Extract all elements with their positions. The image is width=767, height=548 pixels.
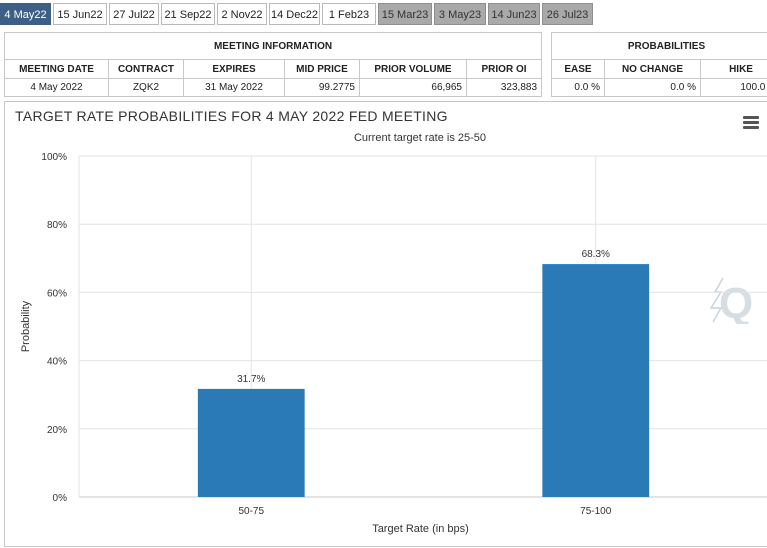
bar-50-75 [198, 389, 305, 497]
table-cell: 99.2775 [285, 79, 360, 97]
y-tick-label: 40% [47, 357, 67, 368]
tab-27-jul22[interactable]: 27 Jul22 [109, 3, 159, 25]
tab-3-may23[interactable]: 3 May23 [434, 3, 486, 25]
table-cell: 31 May 2022 [184, 79, 285, 97]
tab-21-sep22[interactable]: 21 Sep22 [161, 3, 215, 25]
x-tick-label: 75-100 [580, 506, 612, 517]
probabilities-title: PROBABILITIES [552, 33, 767, 60]
tab-14-jun23[interactable]: 14 Jun23 [488, 3, 540, 25]
y-tick-label: 60% [47, 288, 67, 299]
table-cell: 100.0 % [701, 79, 767, 97]
column-header: PRIOR OI [467, 60, 542, 79]
x-axis-title: Target Rate (in bps) [372, 523, 469, 535]
column-header: CONTRACT [109, 60, 184, 79]
column-header: MID PRICE [285, 60, 360, 79]
meeting-info-title: MEETING INFORMATION [5, 33, 542, 60]
table-cell: ZQK2 [109, 79, 184, 97]
y-tick-label: 100% [41, 152, 67, 163]
y-tick-label: 0% [53, 493, 68, 504]
tab-15-mar23[interactable]: 15 Mar23 [378, 3, 432, 25]
tab-15-jun22[interactable]: 15 Jun22 [53, 3, 107, 25]
column-header: EXPIRES [184, 60, 285, 79]
data-label: 31.7% [237, 374, 265, 385]
y-axis-title: Probability [20, 300, 32, 352]
tab-14-dec22[interactable]: 14 Dec22 [269, 3, 320, 25]
y-tick-label: 20% [47, 425, 67, 436]
column-header: NO CHANGE [605, 60, 701, 79]
column-header: PRIOR VOLUME [360, 60, 467, 79]
tab-2-nov22[interactable]: 2 Nov22 [217, 3, 267, 25]
x-tick-label: 50-75 [238, 506, 264, 517]
table-cell: 0.0 % [605, 79, 701, 97]
bar-75-100 [542, 264, 649, 497]
table-cell: 0.0 % [552, 79, 605, 97]
column-header: MEETING DATE [5, 60, 109, 79]
table-cell: 323,883 [467, 79, 542, 97]
chart-panel: TARGET RATE PROBABILITIES FOR 4 MAY 2022… [4, 101, 767, 547]
column-header: EASE [552, 60, 605, 79]
tab-1-feb23[interactable]: 1 Feb23 [322, 3, 376, 25]
tab-26-jul23[interactable]: 26 Jul23 [542, 3, 593, 25]
table-cell: 4 May 2022 [5, 79, 109, 97]
y-tick-label: 80% [47, 220, 67, 231]
tab-4-may22[interactable]: 4 May22 [0, 3, 51, 25]
column-header: HIKE [701, 60, 767, 79]
table-cell: 66,965 [360, 79, 467, 97]
bar-chart-plot: 0%20%40%60%80%100%31.7%50-7568.3%75-100T… [5, 102, 767, 548]
data-label: 68.3% [582, 249, 610, 260]
